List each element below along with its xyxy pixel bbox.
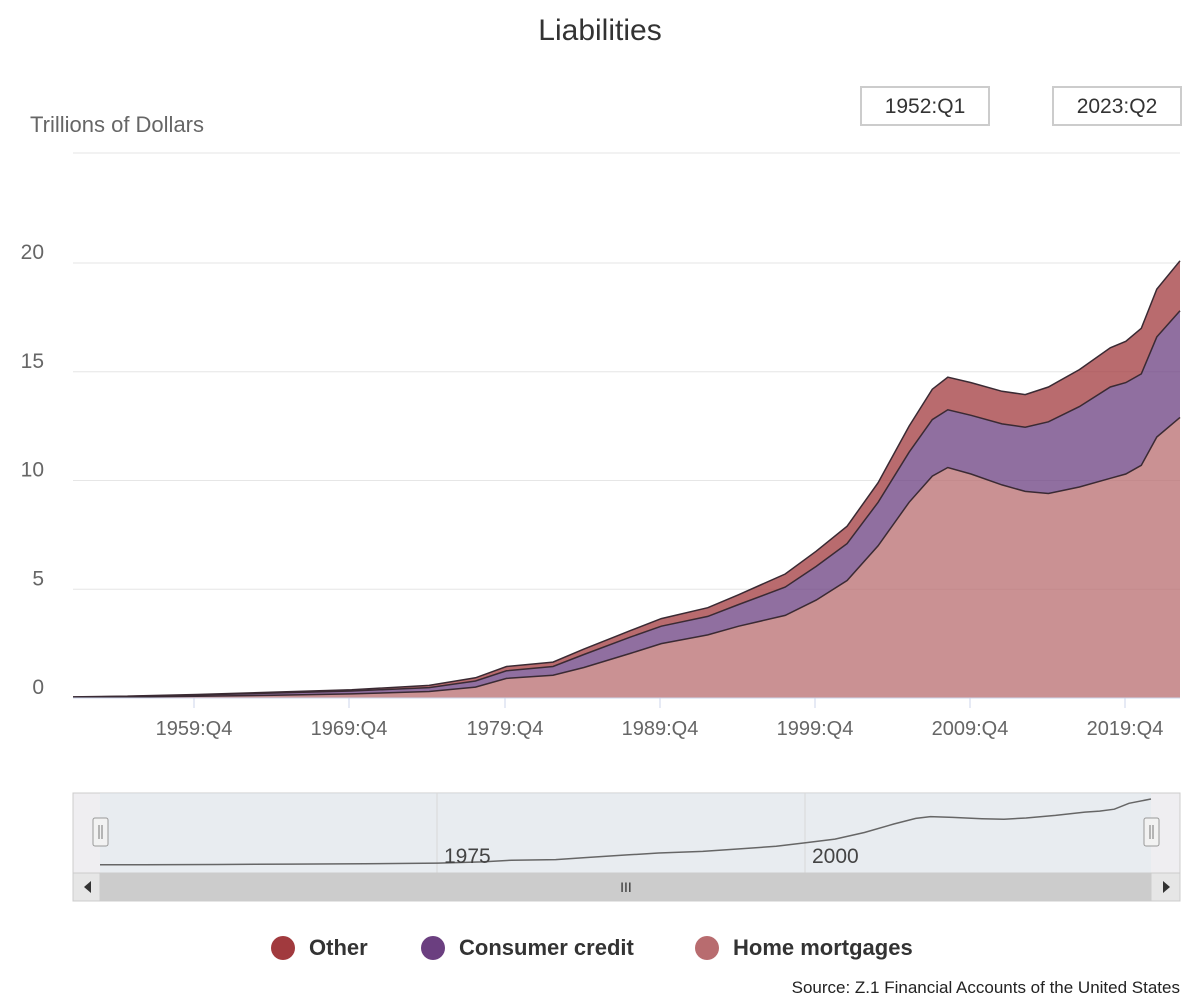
legend-other-label: Other (309, 935, 368, 960)
legend-consumer-credit-dot-icon (421, 936, 445, 960)
x-tick-label: 2009:Q4 (932, 718, 1009, 740)
x-tick-label: 1959:Q4 (156, 718, 233, 740)
grid-lines (73, 152, 1180, 590)
y-tick-5: 5 (32, 567, 44, 590)
scrollbar-thumb[interactable] (100, 873, 1151, 901)
series-line-consumer-credit (72, 310, 1181, 698)
series-line-other (72, 260, 1181, 698)
x-tick-label: 1979:Q4 (467, 718, 544, 740)
scrollbar-grip-icon: III (620, 879, 632, 895)
navigator-selection[interactable] (100, 793, 1151, 873)
legend-item-consumer-credit[interactable]: Consumer credit (421, 930, 634, 966)
navigator-background (72, 792, 1181, 874)
y-tick-0: 0 (32, 676, 44, 699)
legend-consumer-credit-label: Consumer credit (459, 935, 634, 960)
navigator-left-handle[interactable] (92, 817, 109, 847)
legend-home-mortgages-dot-icon (695, 936, 719, 960)
y-tick-15: 15 (21, 350, 44, 373)
x-tick-label: 1989:Q4 (622, 718, 699, 740)
x-tick-label: 1999:Q4 (777, 718, 854, 740)
y-axis-label: Trillions of Dollars (30, 112, 205, 137)
x-tick-labels: 1959:Q4 1969:Q4 1979:Q4 1989:Q4 1999:Q4 2009:… (156, 698, 1164, 740)
legend-item-other[interactable]: Other (271, 930, 368, 966)
legend: Other Consumer credit Home mortgages (0, 930, 1200, 966)
scrollbar-right-arrow-icon[interactable] (1150, 872, 1181, 902)
x-tick-label: 2019:Q4 (1087, 718, 1164, 740)
series-line-home-mortgages (72, 416, 1181, 699)
scrollbar-left-arrow-icon[interactable] (72, 872, 101, 902)
chart-title: Liabilities (538, 14, 662, 47)
x-tick-label: 1969:Q4 (311, 718, 388, 740)
navigator-series-line (99, 798, 1152, 866)
plot-areas (72, 260, 1181, 699)
source-note: Source: Z.1 Financial Accounts of the Un… (791, 978, 1180, 997)
area-home-mortgages[interactable] (73, 417, 1180, 698)
y-tick-10: 10 (21, 459, 44, 482)
legend-other-dot-icon (271, 936, 295, 960)
y-tick-labels: 0 5 10 15 20 (21, 241, 44, 699)
range-end-input[interactable]: 2023:Q2 (1052, 86, 1182, 126)
legend-item-home-mortgages[interactable]: Home mortgages (695, 930, 913, 966)
navigator-right-handle[interactable] (1143, 817, 1160, 847)
navigator-label-2000: 2000 (812, 845, 859, 868)
y-tick-20: 20 (21, 241, 44, 264)
legend-home-mortgages-label: Home mortgages (733, 935, 913, 960)
range-start-input[interactable]: 1952:Q1 (860, 86, 990, 126)
navigator-label-1975: 1975 (444, 845, 491, 868)
navigator: 1975 2000 III (72, 792, 1181, 902)
